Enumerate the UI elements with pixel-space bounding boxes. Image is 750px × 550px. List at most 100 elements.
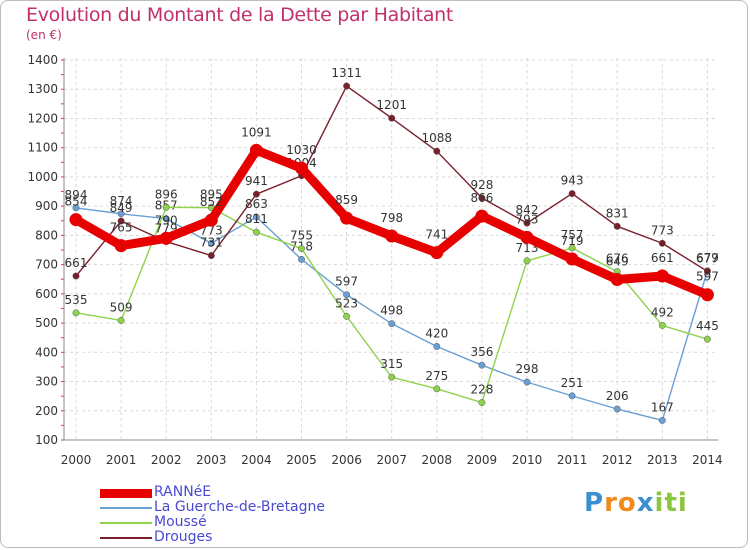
data-label: 941 xyxy=(245,174,268,188)
data-label: 1311 xyxy=(331,66,362,80)
logo-letter: o xyxy=(617,488,637,518)
data-label: 731 xyxy=(200,236,223,250)
x-tick-label: 2010 xyxy=(512,453,543,467)
legend-label: La Guerche-de-Bretagne xyxy=(154,499,326,515)
data-label: 849 xyxy=(110,201,133,215)
chart-unit: (en €) xyxy=(26,28,62,42)
data-point xyxy=(478,399,486,407)
data-label: 811 xyxy=(245,212,268,226)
data-label: 167 xyxy=(651,400,674,414)
data-point xyxy=(159,231,173,245)
data-point xyxy=(72,204,80,212)
data-point xyxy=(568,392,576,400)
y-tick-label: 1200 xyxy=(27,111,58,125)
data-label: 866 xyxy=(470,191,493,205)
data-label: 275 xyxy=(425,369,448,383)
data-label: 790 xyxy=(155,213,178,227)
data-point xyxy=(610,273,624,287)
data-point xyxy=(207,252,215,260)
logo-letter: t xyxy=(664,488,678,518)
data-label: 1091 xyxy=(241,125,272,139)
y-tick-label: 1000 xyxy=(27,170,58,184)
legend-label: Drouges xyxy=(154,529,213,545)
data-point xyxy=(207,239,215,247)
data-point xyxy=(475,209,489,223)
data-label: 854 xyxy=(65,195,88,209)
logo-letter: P xyxy=(584,488,605,518)
x-tick-label: 2009 xyxy=(467,453,498,467)
y-tick-label: 1400 xyxy=(27,53,58,67)
data-label: 649 xyxy=(606,255,629,269)
data-point xyxy=(343,82,351,90)
y-tick-label: 200 xyxy=(35,404,58,418)
y-tick-label: 500 xyxy=(35,316,58,330)
data-label: 523 xyxy=(335,296,358,310)
legend-swatch xyxy=(100,522,152,524)
y-tick-label: 700 xyxy=(35,258,58,272)
logo-letter: i xyxy=(677,488,688,518)
data-label: 719 xyxy=(561,234,584,248)
legend-swatch xyxy=(100,507,152,509)
data-point xyxy=(298,245,305,252)
data-point xyxy=(433,343,441,350)
x-tick-label: 2004 xyxy=(241,453,272,467)
data-point xyxy=(478,361,486,369)
x-tick-label: 2001 xyxy=(106,453,137,467)
data-label: 356 xyxy=(470,345,493,359)
data-label: 863 xyxy=(245,197,268,211)
data-point xyxy=(72,272,80,280)
data-point xyxy=(388,373,396,381)
x-tick-label: 2011 xyxy=(557,453,588,467)
data-label: 894 xyxy=(65,188,88,202)
data-point xyxy=(252,190,260,198)
data-point xyxy=(72,309,80,317)
data-label: 943 xyxy=(561,174,584,188)
data-point xyxy=(655,269,669,283)
logo-letter: x xyxy=(636,488,655,518)
logo-letter: r xyxy=(604,488,618,518)
data-point xyxy=(658,239,666,247)
data-point xyxy=(117,210,125,218)
x-tick-label: 2007 xyxy=(376,453,407,467)
data-point xyxy=(433,147,441,155)
data-label: 852 xyxy=(200,195,223,209)
data-point xyxy=(613,222,621,230)
data-point xyxy=(388,114,396,122)
data-point xyxy=(658,321,666,329)
y-tick-label: 100 xyxy=(35,433,58,447)
data-label: 773 xyxy=(651,223,674,237)
data-label: 755 xyxy=(290,229,313,243)
data-label: 798 xyxy=(380,211,403,225)
data-label: 1201 xyxy=(376,98,407,112)
x-tick-label: 2013 xyxy=(647,453,678,467)
y-tick-label: 1300 xyxy=(27,82,58,96)
y-tick-label: 400 xyxy=(35,345,58,359)
data-label: 1088 xyxy=(422,131,453,145)
data-point xyxy=(340,211,354,225)
logo-letter: i xyxy=(654,488,665,518)
data-label: 1030 xyxy=(286,143,317,157)
legend-swatch xyxy=(100,537,152,539)
data-label: 741 xyxy=(425,228,448,242)
chart-title: Evolution du Montant de la Dette par Hab… xyxy=(26,4,454,26)
y-tick-label: 800 xyxy=(35,228,58,242)
data-point xyxy=(343,312,351,320)
data-label: 597 xyxy=(335,275,358,289)
data-label: 842 xyxy=(516,203,539,217)
data-label: 895 xyxy=(200,188,223,202)
data-label: 757 xyxy=(561,228,584,242)
data-label: 315 xyxy=(380,357,403,371)
data-point xyxy=(523,257,531,265)
data-point xyxy=(613,405,621,413)
legend-label: RANNéE xyxy=(154,484,212,500)
data-label: 676 xyxy=(606,252,629,266)
data-point xyxy=(565,252,579,266)
data-label: 831 xyxy=(606,206,629,220)
data-point xyxy=(430,246,444,260)
data-point xyxy=(478,194,486,202)
legend-swatch xyxy=(100,488,152,498)
y-tick-label: 1100 xyxy=(27,141,58,155)
data-point xyxy=(433,385,441,393)
data-point xyxy=(523,378,531,386)
